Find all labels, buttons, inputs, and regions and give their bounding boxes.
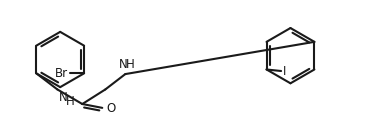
Text: N: N	[59, 91, 68, 104]
Text: Br: Br	[55, 67, 68, 80]
Text: O: O	[106, 102, 115, 115]
Text: H: H	[66, 95, 75, 108]
Text: H: H	[126, 58, 134, 71]
Text: N: N	[119, 58, 127, 71]
Text: I: I	[283, 64, 286, 77]
